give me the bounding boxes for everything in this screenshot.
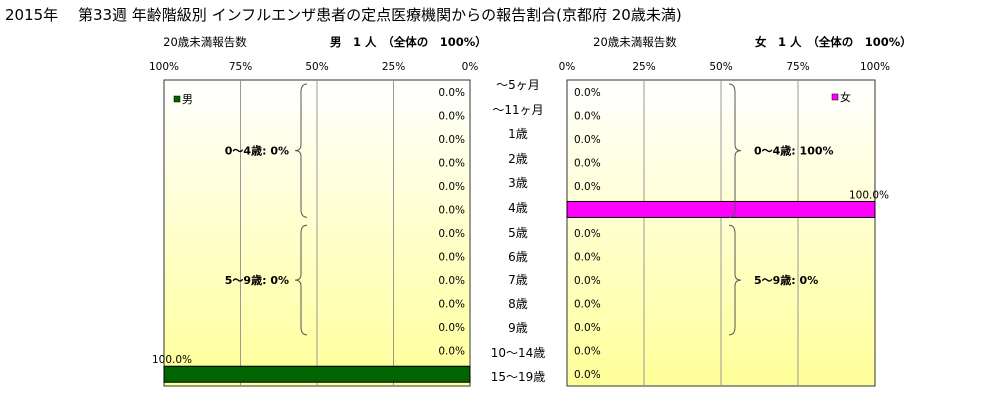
male-value-label: 0.0% <box>438 252 465 264</box>
female-group-label: 5〜9歳: 0% <box>754 273 818 287</box>
male-legend-label: 男 <box>182 93 193 106</box>
male-value-label: 0.0% <box>438 87 465 99</box>
female-bars <box>566 200 876 218</box>
male-x-tick: 75% <box>229 61 252 73</box>
male-gridlines <box>240 80 394 386</box>
age-category-label: 9歳 <box>508 321 528 335</box>
female-x-tick: 25% <box>632 61 655 73</box>
female-x-tick: 75% <box>786 61 809 73</box>
female-group-brace <box>728 224 742 336</box>
male-group-brace <box>294 224 308 336</box>
age-category-label: 8歳 <box>508 297 528 311</box>
female-age-groups: 0〜4歳: 100% 5〜9歳: 0% <box>728 83 834 336</box>
age-category-label: 2歳 <box>508 152 528 166</box>
male-value-label: 0.0% <box>438 181 465 193</box>
female-legend-swatch <box>831 93 839 101</box>
male-age-groups: 0〜4歳: 0% 5〜9歳: 0% <box>225 83 308 336</box>
male-value-label: 0.0% <box>438 157 465 169</box>
male-value-label: 0.0% <box>438 299 465 311</box>
male-x-ticks: 100% 75% 50% 25% 0% <box>149 61 478 73</box>
chart-title: 2015年 第33週 年齢階級別 インフルエンザ患者の定点医療機関からの報告割合… <box>5 6 682 24</box>
age-category-label: 〜5ヶ月 <box>496 78 540 92</box>
male-value-label: 0.0% <box>438 204 465 216</box>
female-x-tick: 0% <box>559 61 576 73</box>
female-value-label: 0.0% <box>574 110 601 122</box>
female-value-label: 0.0% <box>574 134 601 146</box>
female-gridlines <box>643 80 799 386</box>
female-legend-label: 女 <box>840 90 851 104</box>
female-value-label: 0.0% <box>574 275 601 287</box>
female-header-count: 20歳未満報告数 <box>593 35 677 49</box>
male-legend-swatch <box>173 95 181 103</box>
female-value-label: 0.0% <box>574 346 601 358</box>
age-category-label: 〜11ヶ月 <box>492 103 543 117</box>
male-x-tick: 100% <box>149 61 179 73</box>
male-value-label: 0.0% <box>438 346 465 358</box>
age-category-label: 5歳 <box>508 226 528 240</box>
age-category-labels: 〜5ヶ月〜11ヶ月 1歳 2歳 3歳 4歳 5歳 6歳 7歳 8歳 9歳 10〜14歳 15〜19歳 <box>491 78 546 384</box>
male-value-label: 0.0% <box>438 275 465 287</box>
female-value-label: 0.0% <box>574 369 601 381</box>
male-group-label: 0〜4歳: 0% <box>225 144 289 158</box>
female-value-label: 0.0% <box>574 87 601 99</box>
male-value-label: 100.0% <box>152 354 192 366</box>
male-x-tick: 0% <box>462 61 479 73</box>
male-bar <box>163 365 471 383</box>
male-bars <box>163 365 471 383</box>
male-value-label: 0.0% <box>438 134 465 146</box>
age-category-label: 6歳 <box>508 250 528 264</box>
female-value-label: 0.0% <box>574 157 601 169</box>
female-legend: 女 <box>831 90 851 104</box>
female-x-tick: 100% <box>860 61 890 73</box>
age-category-label: 1歳 <box>508 127 528 141</box>
male-value-labels: 0.0% 0.0% 0.0% 0.0% 0.0% 0.0% 0.0% 0.0% 0.0% 0.0%… <box>152 87 465 366</box>
male-header-count: 20歳未満報告数 <box>163 35 247 49</box>
female-value-labels: 0.0% 0.0% 0.0% 0.0% 0.0% 100.0% 0.0% 0.0% 0.0% 0.… <box>574 87 889 381</box>
male-legend: 男 <box>173 93 193 106</box>
female-value-label: 0.0% <box>574 322 601 334</box>
female-x-tick: 50% <box>709 61 732 73</box>
female-value-label: 0.0% <box>574 228 601 240</box>
female-value-label: 0.0% <box>574 181 601 193</box>
age-category-label: 4歳 <box>508 201 528 215</box>
female-x-ticks: 0% 25% 50% 75% 100% <box>559 61 890 73</box>
female-value-label: 0.0% <box>574 252 601 264</box>
female-bar <box>566 200 876 218</box>
age-category-label: 7歳 <box>508 273 528 287</box>
male-header-total: 男 1 人 （全体の 100%） <box>330 35 487 49</box>
female-value-label: 0.0% <box>574 299 601 311</box>
age-category-label: 15〜19歳 <box>491 370 546 384</box>
male-value-label: 0.0% <box>438 322 465 334</box>
age-category-label: 10〜14歳 <box>491 346 546 360</box>
female-header-total: 女 1 人 （全体の 100%） <box>755 35 912 49</box>
female-value-label: 100.0% <box>849 189 889 201</box>
male-x-tick: 25% <box>382 61 405 73</box>
age-category-label: 3歳 <box>508 176 528 190</box>
female-group-label: 0〜4歳: 100% <box>754 144 834 158</box>
female-group-brace <box>728 83 742 218</box>
male-value-label: 0.0% <box>438 228 465 240</box>
male-value-label: 0.0% <box>438 110 465 122</box>
male-group-label: 5〜9歳: 0% <box>225 273 289 287</box>
male-group-brace <box>294 83 308 218</box>
male-x-tick: 50% <box>305 61 328 73</box>
